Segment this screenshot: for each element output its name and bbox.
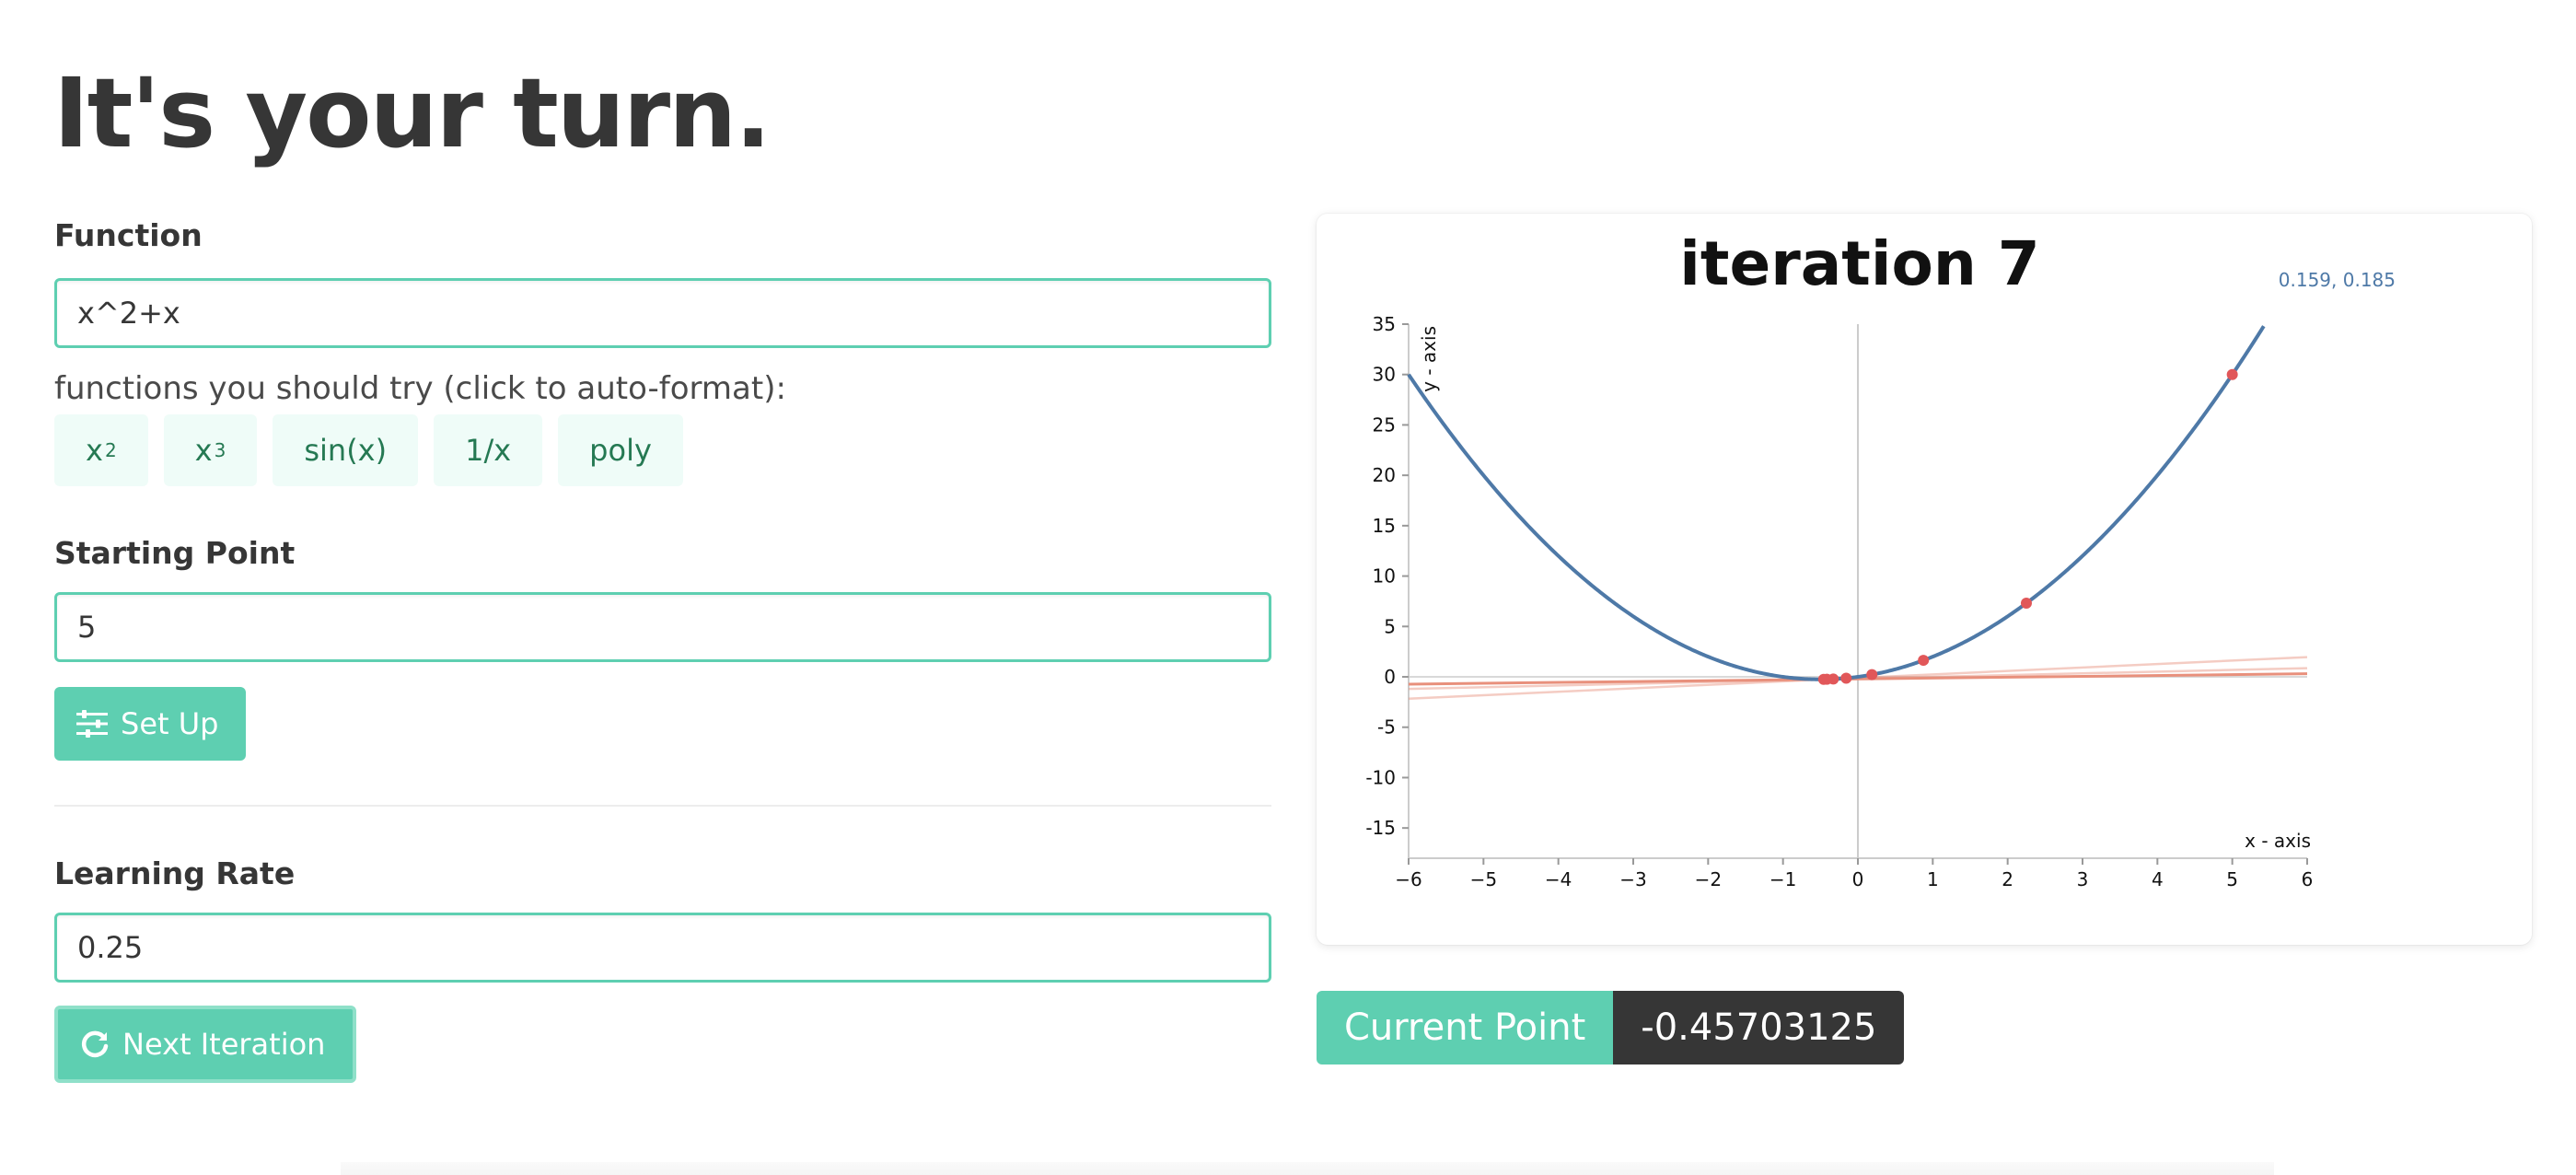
x-tick-label: 2 (2002, 868, 2013, 890)
x-tick-label: 5 (2226, 868, 2238, 890)
next-iteration-label: Next Iteration (122, 1027, 326, 1062)
current-tangent-line (1408, 672, 2308, 686)
footer-edge (341, 1162, 2274, 1175)
setup-button-label: Set Up (121, 706, 219, 741)
iteration-point (2226, 368, 2238, 380)
function-input[interactable] (54, 278, 1271, 348)
chart-card: iteration 7 0.159, 0.185 −6 −5 −4 −3 −2 −1 0 1 2… (1317, 214, 2532, 945)
descent-chart[interactable]: iteration 7 0.159, 0.185 −6 −5 −4 −3 −2 −1 0 1 2… (1317, 214, 2532, 945)
iteration-point (2021, 597, 2032, 609)
y-tick-label: 5 (1384, 615, 1396, 637)
chip-base: sin(x) (304, 433, 388, 468)
starting-point-label: Starting Point (54, 535, 296, 571)
iteration-point (1866, 669, 1878, 681)
y-tick-label: 35 (1373, 313, 1396, 335)
redo-icon (80, 1030, 110, 1059)
x-tick-label: 4 (2152, 868, 2164, 890)
y-tick-label: 20 (1373, 464, 1396, 486)
learning-rate-input[interactable] (54, 913, 1271, 983)
function-curve (1407, 325, 2266, 681)
x-tick-label: 0 (1852, 868, 1864, 890)
axes: −6 −5 −4 −3 −2 −1 0 1 2 3 4 5 6 35 30 25 20 15 10 5 0 -5 -10 -1… (1365, 313, 2313, 890)
starting-point-input[interactable] (54, 592, 1271, 662)
iteration-point (1918, 655, 1930, 667)
y-tick-label: 25 (1373, 413, 1396, 436)
cursor-readout: 0.159, 0.185 (2279, 269, 2396, 291)
current-point-label: Current Point (1317, 991, 1614, 1064)
iteration-points (1817, 368, 2238, 685)
x-tick-label: −3 (1619, 868, 1646, 890)
sliders-icon (76, 710, 108, 738)
x-tick-label: −4 (1545, 868, 1572, 890)
chip-base: x (194, 433, 213, 468)
chip-base: 1/x (465, 433, 512, 468)
iteration-point (1817, 673, 1829, 685)
x-tick-label: 6 (2302, 868, 2314, 890)
function-curve-path (1407, 325, 2266, 681)
chart-title: iteration 7 (1679, 228, 2039, 299)
setup-button[interactable]: Set Up (54, 687, 247, 761)
suggestions-text: functions you should try (click to auto-… (54, 370, 786, 407)
x-tick-label: −1 (1770, 868, 1796, 890)
y-tick-label: -10 (1365, 766, 1396, 788)
y-tick-label: 10 (1373, 565, 1396, 588)
x-axis-label: x - axis (2245, 830, 2311, 852)
x-tick-label: 1 (1927, 868, 1939, 890)
x-tick-label: −2 (1695, 868, 1722, 890)
y-tick-label: -5 (1377, 716, 1396, 739)
chip-base: x (86, 433, 103, 468)
chip-base: poly (589, 433, 652, 468)
current-point-value: -0.45703125 (1613, 991, 1905, 1064)
learning-rate-label: Learning Rate (54, 855, 296, 891)
chip-poly[interactable]: poly (558, 414, 683, 486)
current-point-tag: Current Point -0.45703125 (1317, 991, 1905, 1064)
iteration-point (1840, 672, 1852, 684)
y-tick-label: 0 (1384, 666, 1396, 688)
x-tick-label: −5 (1470, 868, 1497, 890)
y-tick-label: 15 (1373, 515, 1396, 537)
x-tick-label: 3 (2077, 868, 2089, 890)
next-iteration-button[interactable]: Next Iteration (54, 1006, 357, 1083)
y-tick-label: -15 (1365, 817, 1396, 839)
function-label: Function (54, 217, 203, 253)
chip-reciprocal[interactable]: 1/x (434, 414, 543, 486)
chip-sin[interactable]: sin(x) (273, 414, 419, 486)
chip-sup: 2 (104, 439, 117, 461)
y-tick-label: 30 (1373, 364, 1396, 386)
page-title: It's your turn. (53, 57, 772, 169)
divider (54, 805, 1271, 807)
y-axis-label: y - axis (1418, 326, 1440, 392)
chip-sup: 3 (214, 439, 226, 461)
x-tick-label: −6 (1395, 868, 1421, 890)
